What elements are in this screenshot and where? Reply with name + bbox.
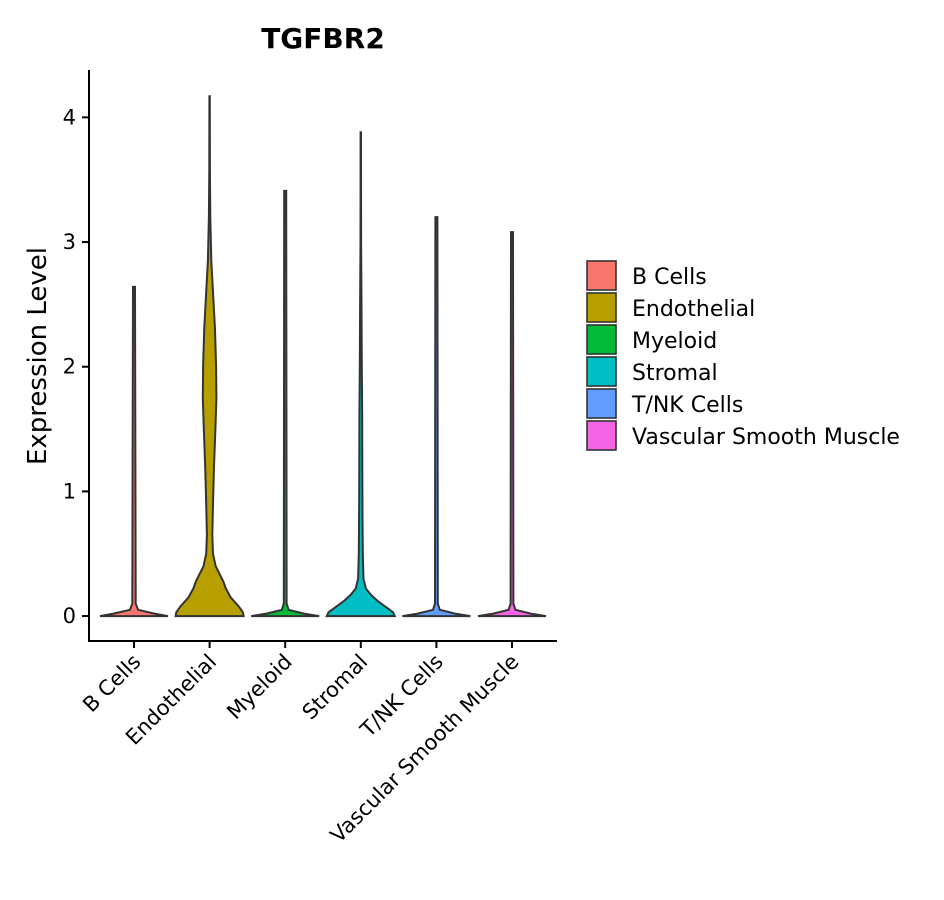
violin-vascular-smooth-muscle [477,231,547,618]
legend-label-stromal: Stromal [632,361,718,386]
x-tick-label-myeloid: Myeloid [222,650,296,724]
y-ticks: 0 1 2 3 4 [63,105,89,628]
violin-b-cells [99,285,169,618]
legend-swatch-b-cells [586,260,617,291]
legend: B Cells Endothelial Myeloid Stromal T/NK Cel… [586,260,900,451]
legend-swatch-endothelial [586,292,617,323]
y-axis-label: Expression Level [23,247,53,465]
y-tick-label-3: 3 [63,230,76,254]
legend-swatch-stromal [586,356,617,387]
legend-swatch-t-nk-cells [586,388,617,419]
x-tick-label-b-cells: B Cells [78,650,145,717]
violin-stromal [325,131,397,618]
violin-group [99,95,547,618]
y-tick-label-0: 0 [63,604,76,628]
legend-label-myeloid: Myeloid [632,329,717,354]
legend-swatch-myeloid [586,324,617,355]
chart-title: TGFBR2 [261,22,385,55]
legend-label-vascular-smooth-muscle: Vascular Smooth Muscle [632,425,900,450]
y-tick-label-1: 1 [63,479,76,503]
x-tick-label-stromal: Stromal [298,650,373,725]
y-tick-label-2: 2 [63,355,76,379]
violin-endothelial [174,95,245,618]
legend-swatch-vascular-smooth-muscle [586,420,617,451]
legend-label-b-cells: B Cells [632,265,707,290]
y-tick-label-4: 4 [63,105,76,129]
legend-label-endothelial: Endothelial [632,297,755,322]
violin-t-nk-cells [402,216,471,618]
legend-label-t-nk-cells: T/NK Cells [631,393,743,418]
violin-myeloid [251,189,320,618]
